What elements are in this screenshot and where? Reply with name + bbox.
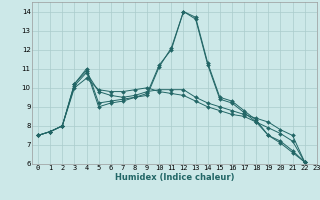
X-axis label: Humidex (Indice chaleur): Humidex (Indice chaleur) [115,173,234,182]
